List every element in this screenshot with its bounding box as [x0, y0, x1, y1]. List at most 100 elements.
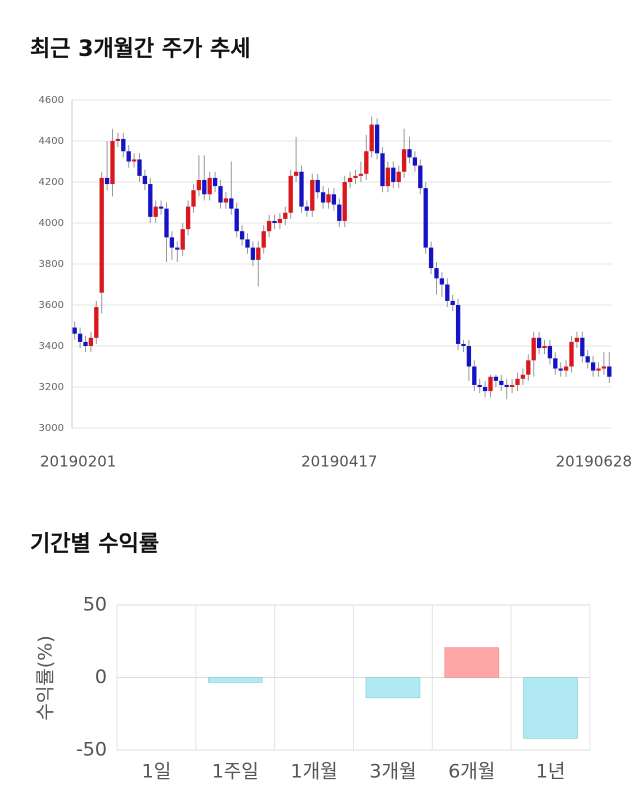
candle-body	[223, 198, 229, 203]
candle-body	[407, 149, 412, 158]
x-tick-label: 6개월	[448, 761, 495, 783]
candle-body	[72, 327, 77, 334]
candle-body	[412, 157, 418, 166]
y-tick-label: 4200	[39, 177, 64, 188]
candle-body	[293, 171, 299, 176]
candle-body	[477, 384, 482, 387]
candle-body	[320, 192, 326, 203]
y-tick-label: 0	[95, 666, 107, 688]
y-tick-label: 50	[83, 594, 107, 616]
candle-body	[418, 165, 423, 189]
y-tick-label: 3000	[39, 423, 64, 434]
candle-body	[439, 278, 445, 285]
candle-body	[169, 237, 175, 248]
candle-body	[434, 268, 439, 279]
x-tick-label: 1일	[142, 761, 172, 783]
candle-body	[110, 141, 115, 185]
chart-title: 기간별 수익률	[30, 532, 159, 557]
x-tick-label: 20190628	[556, 453, 632, 471]
candle-body	[423, 188, 428, 248]
candle-body	[153, 206, 158, 217]
candle-body	[212, 177, 218, 187]
candle-body	[461, 343, 466, 346]
x-tick-label: 1년	[536, 761, 566, 783]
candle-body	[337, 204, 342, 221]
candle-body	[121, 138, 126, 152]
candle-body	[304, 206, 310, 211]
candle-body	[104, 177, 110, 185]
candle-body	[342, 182, 347, 221]
candle-body	[580, 337, 585, 357]
candle-body	[455, 305, 461, 344]
x-tick-label: 1개월	[291, 761, 338, 783]
candle-body	[482, 387, 488, 392]
candle-body	[369, 124, 374, 152]
candle-body	[385, 167, 391, 187]
candle-body	[401, 149, 407, 172]
y-tick-label: 3400	[39, 341, 64, 352]
candle-body	[77, 333, 83, 342]
candle-body	[202, 179, 207, 195]
candle-body	[277, 218, 283, 223]
candle-body	[272, 220, 277, 223]
candle-body	[547, 346, 553, 359]
candle-body	[196, 179, 202, 191]
candle-body	[126, 151, 131, 162]
y-tick-label: 4400	[39, 136, 64, 147]
candle-body	[299, 171, 304, 207]
candle-body	[88, 337, 94, 346]
candle-body	[288, 175, 293, 213]
candle-body	[504, 384, 509, 387]
candle-body	[310, 179, 315, 211]
candle-body	[164, 208, 169, 238]
candle-body	[347, 177, 353, 182]
x-tick-label: 20190201	[40, 453, 116, 471]
chart-title: 최근 3개월간 주가 추세	[30, 37, 250, 62]
candle-body	[261, 231, 266, 248]
candle-body	[396, 171, 401, 182]
candle-body	[542, 346, 547, 349]
x-tick-label: 20190417	[301, 453, 377, 471]
candle-body	[115, 138, 121, 141]
candle-body	[601, 366, 607, 369]
candle-body	[472, 366, 477, 385]
candle-body	[158, 206, 164, 209]
candle-body	[137, 159, 142, 176]
candle-body	[499, 380, 504, 385]
y-tick-label: 4600	[39, 95, 64, 106]
candle-body	[515, 378, 520, 385]
bar	[365, 677, 421, 699]
candle-body	[148, 184, 153, 217]
y-tick-label: 4000	[39, 218, 64, 229]
candle-body	[185, 206, 191, 230]
candle-body	[315, 179, 320, 193]
bar	[523, 677, 578, 739]
candle-body	[380, 153, 385, 187]
candle-body	[234, 208, 239, 232]
candle-body	[596, 368, 601, 371]
candle-body	[520, 374, 526, 379]
candle-body	[250, 247, 256, 260]
candle-body	[207, 177, 212, 195]
candle-body	[94, 307, 99, 338]
y-tick-label: 3600	[39, 300, 64, 311]
bar	[207, 677, 263, 683]
candle-body	[536, 337, 542, 349]
candle-body	[563, 366, 569, 371]
candle-body	[569, 341, 574, 367]
x-tick-label: 1주일	[212, 761, 259, 783]
candle-body	[358, 173, 364, 176]
candle-body	[180, 229, 185, 250]
candle-body	[607, 366, 612, 377]
candle-body	[374, 124, 380, 154]
candle-body	[245, 239, 250, 248]
candle-body	[283, 212, 288, 219]
candle-body	[558, 368, 563, 371]
candle-body	[239, 231, 245, 240]
candle-body	[218, 186, 223, 203]
candle-body	[526, 360, 531, 375]
candle-body	[590, 362, 596, 371]
candle-body	[266, 220, 272, 232]
candle-body	[428, 247, 434, 269]
